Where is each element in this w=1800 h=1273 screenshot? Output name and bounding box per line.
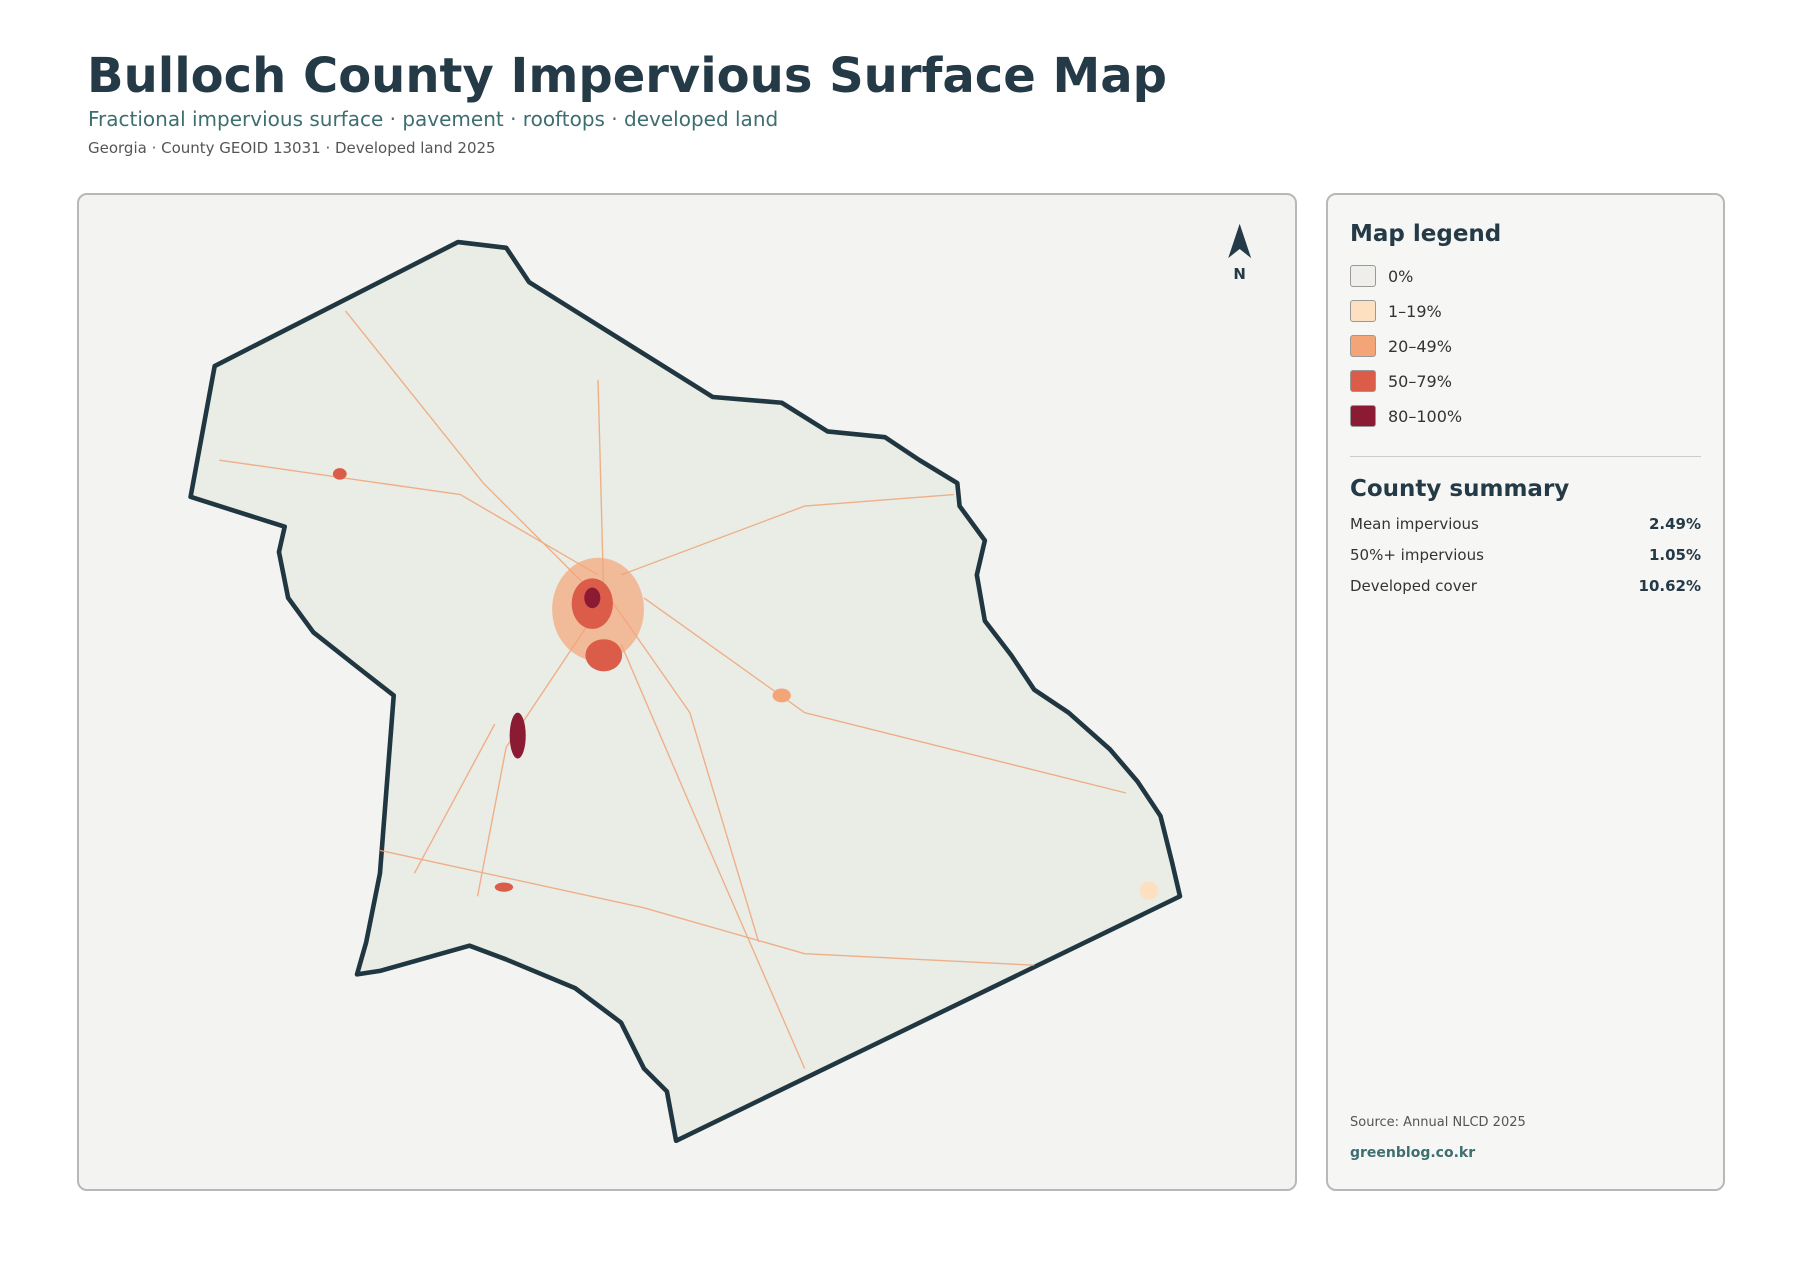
legend-swatch [1350, 300, 1376, 322]
legend-label: 80–100% [1388, 406, 1463, 426]
credit: greenblog.co.kr [1350, 1145, 1476, 1161]
urban-areas [332, 468, 1159, 900]
legend-swatch [1350, 335, 1376, 357]
summary-label: 50%+ impervious [1350, 546, 1484, 564]
summary-value: 1.05% [1648, 546, 1701, 564]
legend-swatch [1350, 405, 1376, 427]
summary-row: 50%+ impervious 1.05% [1350, 546, 1701, 564]
legend-swatch [1350, 370, 1376, 392]
legend-title: Map legend [1350, 221, 1502, 247]
summary-row: Mean impervious 2.49% [1350, 515, 1701, 533]
side-panel: Map legend County summary Source: Annual… [1326, 193, 1725, 1191]
county-area [188, 239, 1183, 1144]
legend-label: 0% [1388, 266, 1414, 286]
north-arrow [1228, 223, 1252, 259]
summary-label: Mean impervious [1350, 515, 1479, 533]
legend-item: 20–49% [1350, 335, 1452, 357]
summary-value: 10.62% [1638, 577, 1701, 595]
legend-item: 1–19% [1350, 300, 1442, 322]
map: N [188, 223, 1252, 1144]
subtitle: Fractional impervious surface · pavement… [88, 107, 779, 131]
legend-label: 20–49% [1388, 336, 1452, 356]
divider [1350, 456, 1701, 457]
legend-label: 1–19% [1388, 301, 1442, 321]
map-panel: N [77, 193, 1297, 1191]
legend-item: 50–79% [1350, 370, 1452, 392]
north-label: N [1233, 265, 1245, 283]
legend-item: 0% [1350, 265, 1413, 287]
title: Bulloch County Impervious Surface Map [87, 48, 1168, 104]
summary-label: Developed cover [1350, 577, 1477, 595]
summary-row: Developed cover 10.62% [1350, 577, 1701, 595]
legend-swatch [1350, 265, 1376, 287]
summary-title: County summary [1350, 476, 1570, 502]
legend-item: 80–100% [1350, 405, 1462, 427]
meta: Georgia · County GEOID 13031 · Developed… [88, 139, 496, 157]
legend-label: 50–79% [1388, 371, 1452, 391]
summary-value: 2.49% [1648, 515, 1701, 533]
source: Source: Annual NLCD 2025 [1350, 1115, 1526, 1130]
